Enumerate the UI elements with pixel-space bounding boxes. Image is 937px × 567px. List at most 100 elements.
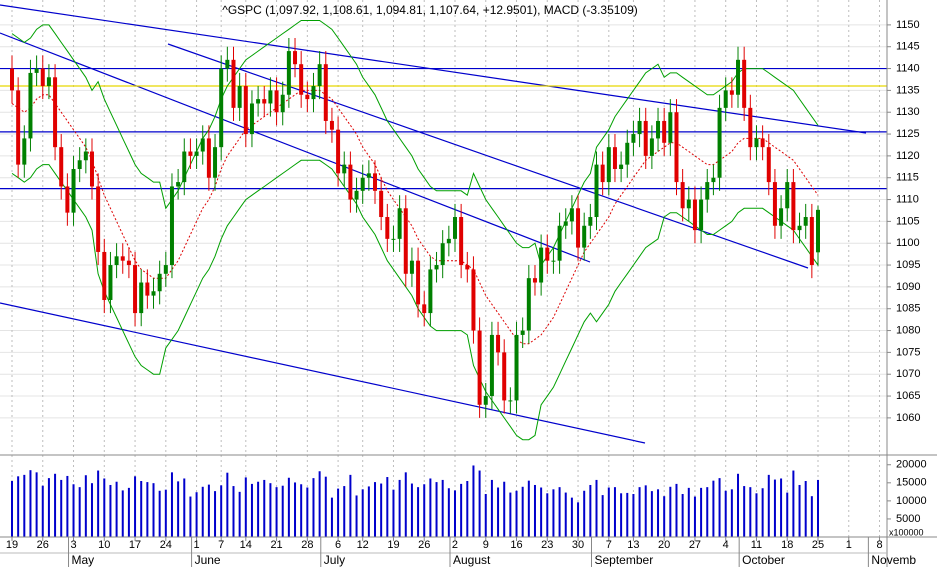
candle-body [360,177,365,191]
candle-body [760,138,765,148]
volume-bar [349,474,352,537]
candle-body [416,260,421,305]
candle-body [619,164,624,169]
volume-bar [780,478,783,537]
volume-bar [583,490,586,537]
candle-body [299,64,304,95]
candle-body [532,278,537,283]
candle-body [194,151,199,156]
volume-bar [115,481,118,537]
candle-body [471,269,476,331]
candle-body [188,151,193,156]
candle-body [588,217,593,226]
candle-body [483,396,488,405]
x-tick-label: 17 [129,539,141,551]
volume-bar [441,479,444,537]
candle-body [391,238,396,240]
volume-bar [250,483,253,537]
volume-bar [410,483,413,537]
volume-bar [798,484,801,537]
candle-body [59,147,64,187]
candle-body [379,190,384,218]
candle-body [711,177,716,183]
volume-bar [374,482,377,537]
candle-body [16,90,21,165]
volume-bar [164,489,167,537]
volume-bar [786,492,789,537]
candle-body [674,112,679,183]
candle-body [108,265,113,300]
candle-body [293,51,298,65]
volume-bar [755,493,758,537]
volume-bar [743,486,746,537]
volume-bar [552,489,555,537]
candle-body [557,225,562,261]
volume-bar [669,486,672,537]
candle-body [243,86,248,135]
candle-body [729,90,734,95]
volume-tick-label: 5000 [896,513,920,525]
volume-bar [595,479,598,537]
candle-body [397,208,402,239]
candle-body [120,256,125,261]
volume-bar [29,470,32,537]
y-tick-label: 1130 [896,106,920,118]
volume-bar [244,477,247,537]
y-tick-label: 1100 [896,237,920,249]
candle-body [409,260,414,274]
month-label: August [453,553,491,567]
volume-bar [11,481,13,537]
grid-layer [0,0,887,537]
candle-body [754,138,759,148]
volume-bar [146,482,149,537]
y-tick-label: 1095 [896,259,920,271]
volume-bar [238,491,241,537]
candle-body [600,164,605,183]
x-tick-label: 21 [270,539,282,551]
candle-body [348,164,353,200]
x-tick-label: 11 [751,539,762,551]
candle-body [145,282,150,296]
candle-body [606,147,611,183]
candle-body [723,90,728,108]
volume-bar [189,496,192,537]
volume-bar [570,497,573,537]
volume-bar [318,471,321,537]
candle-body [96,186,101,252]
volume-bar [423,484,426,537]
candle-body [102,251,107,300]
volume-bar [706,487,709,537]
month-label: Novemb [871,553,916,567]
volume-bar [724,490,727,537]
y-tick-label: 1065 [896,390,920,402]
volume-bar [497,487,500,537]
candle-body [514,334,519,401]
volume-bar [761,488,764,537]
volume-bar [60,479,63,537]
volume-bar [607,487,610,537]
volume-bar [84,475,87,537]
volume-bar [515,490,518,537]
volume-bar [681,494,684,537]
candle-body [452,217,457,239]
y-tick-label: 1150 [896,19,920,31]
volume-bar [232,486,235,537]
volume-bar [226,472,229,537]
volume-bar [183,478,186,537]
data-layer [0,20,887,537]
candle-body [625,142,630,165]
volume-bar [564,492,567,537]
candle-body [643,120,648,156]
y-tick-label: 1075 [896,346,920,358]
volume-bar [804,481,807,537]
x-tick-label: 1 [194,539,200,551]
volume-bar [478,470,481,537]
candle-body [77,160,82,169]
x-tick-label: 10 [98,539,110,551]
candle-body [213,147,218,178]
volume-bar [72,484,75,537]
x-tick-label: 26 [418,539,430,551]
x-tick-label: 1 [846,539,852,551]
volume-bar [355,495,358,537]
x-tick-label: 25 [812,539,824,551]
